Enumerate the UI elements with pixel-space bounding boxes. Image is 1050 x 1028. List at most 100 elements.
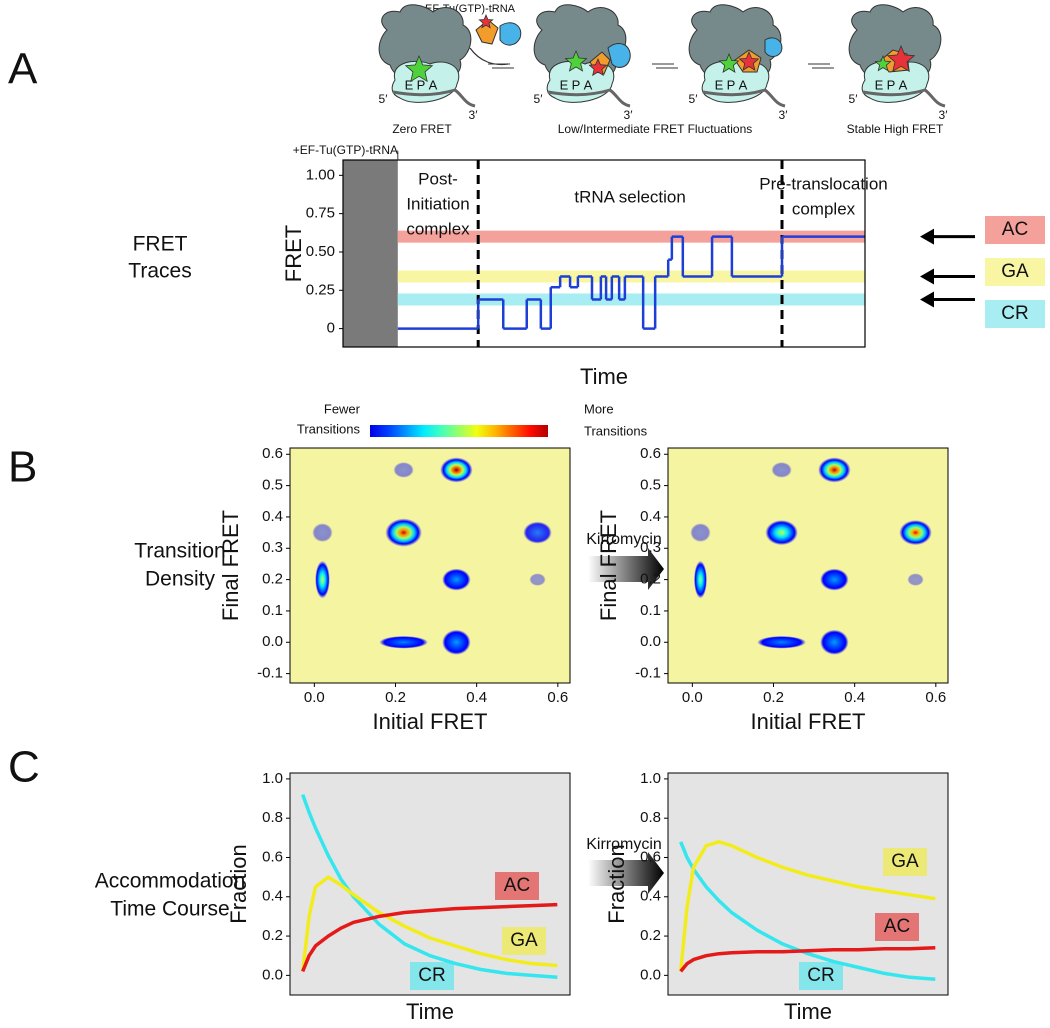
site-label: P — [572, 77, 581, 92]
y-tick-label: 0.6 — [262, 848, 283, 865]
y-tick-label: 1.0 — [262, 770, 283, 787]
density-peak — [442, 629, 471, 655]
mrna-end: 5′ — [689, 92, 699, 106]
y-tick-label: 0.6 — [640, 848, 661, 865]
map-background — [290, 448, 570, 683]
y-tick-label: 0.5 — [640, 477, 661, 494]
y-tick-label: 0.4 — [262, 508, 283, 525]
state-label: Zero FRET — [392, 122, 452, 136]
state-tag-box — [985, 216, 1045, 244]
mrna-end: 5′ — [379, 92, 389, 106]
fluorophore — [874, 54, 892, 72]
row-label: Time Course — [110, 898, 229, 921]
series-tag: GA — [891, 851, 919, 872]
series-tag: GA — [510, 930, 538, 951]
y-tick-label: -0.1 — [635, 665, 661, 682]
site-label: A — [739, 77, 748, 92]
y-tick-label: 0.6 — [262, 445, 283, 462]
density-peak — [690, 523, 711, 542]
panel-label: B — [8, 443, 37, 492]
series-tag: AC — [504, 875, 530, 896]
row-label: Transition — [134, 540, 225, 563]
series-tag-box — [799, 962, 843, 990]
ef-tu — [499, 22, 522, 46]
pre-delivery-shade — [343, 160, 398, 347]
y-tick-label: 0 — [327, 320, 335, 337]
mrna — [547, 88, 631, 108]
delivery-annotation: +EF-Tu(GTP)-tRNA — [293, 143, 398, 157]
plot-frame — [667, 447, 949, 684]
state-arrow-head — [920, 291, 934, 308]
y-tick-label: 0.25 — [306, 281, 335, 298]
x-tick-label: 0.0 — [682, 689, 703, 706]
y-tick-label: 0.8 — [640, 809, 661, 826]
y-tick-label: 0.3 — [262, 539, 283, 556]
small-subunit — [701, 60, 770, 103]
map-background — [668, 448, 948, 683]
series-line — [678, 840, 936, 972]
series-tag-box — [495, 872, 539, 900]
series-line — [300, 875, 558, 972]
site-label: E — [875, 77, 884, 92]
y-axis-label: Final FRET — [218, 510, 243, 621]
y-tick-label: 0.5 — [262, 477, 283, 494]
treatment-label: Kirromycin — [586, 836, 662, 853]
row-label: FRET — [133, 233, 188, 256]
mrna — [862, 88, 946, 108]
x-axis-label: Time — [784, 999, 832, 1024]
state-tag-box — [985, 258, 1045, 286]
panel-label: A — [8, 45, 38, 94]
colorbar-label: Transitions — [584, 423, 648, 438]
y-tick-label: 0.0 — [262, 966, 283, 983]
mrna-end: 3′ — [779, 108, 789, 122]
series-tag: CR — [807, 965, 834, 986]
density-peak — [379, 636, 428, 649]
y-tick-label: 1.0 — [640, 770, 661, 787]
density-peak — [693, 560, 707, 599]
y-axis-label: Final FRET — [596, 510, 621, 621]
y-tick-label: 0.1 — [640, 602, 661, 619]
y-tick-label: 0.4 — [262, 888, 283, 905]
y-tick-label: 0.1 — [262, 602, 283, 619]
state-band — [397, 230, 865, 243]
series-tag: AC — [884, 916, 910, 937]
large-subunit — [848, 4, 942, 81]
density-peak — [771, 462, 792, 478]
density-peak — [818, 457, 851, 483]
y-axis-label: Fraction — [226, 844, 251, 923]
ribosome: E P A 5′ 3′ — [534, 4, 634, 122]
phase-label: Initiation — [406, 194, 469, 213]
fluorophore — [588, 57, 608, 77]
mrna-end: 3′ — [624, 108, 634, 122]
phase-label: complex — [406, 219, 470, 238]
fluorophore — [564, 49, 588, 72]
site-label: E — [405, 77, 414, 92]
plot-frame — [289, 447, 571, 684]
y-axis-label: Fraction — [604, 844, 629, 923]
x-axis-label: Time — [406, 999, 454, 1024]
y-tick-label: 0.0 — [262, 633, 283, 650]
y-tick-label: -0.1 — [257, 665, 283, 682]
site-label: P — [727, 77, 736, 92]
colorbar — [370, 425, 548, 437]
series-tag-box — [875, 913, 919, 941]
y-tick-label: 0.2 — [262, 571, 283, 588]
state-tag-box — [985, 300, 1045, 328]
site-label: A — [584, 77, 593, 92]
x-tick-label: 0.6 — [925, 689, 946, 706]
y-tick-label: 0.8 — [262, 809, 283, 826]
fluorophore — [886, 44, 916, 73]
plot-frame — [342, 159, 866, 348]
y-axis-label: FRET — [281, 225, 306, 282]
y-tick-label: 0.50 — [306, 243, 335, 260]
density-peak — [765, 520, 798, 546]
mrna-end: 5′ — [849, 92, 859, 106]
phase-label: Post- — [418, 169, 458, 188]
mrna — [392, 88, 476, 108]
y-tick-label: 0.4 — [640, 508, 661, 525]
y-tick-label: 0.2 — [640, 571, 661, 588]
mrna — [702, 88, 786, 108]
mrna-end: 3′ — [469, 108, 479, 122]
y-tick-label: 0.2 — [262, 927, 283, 944]
